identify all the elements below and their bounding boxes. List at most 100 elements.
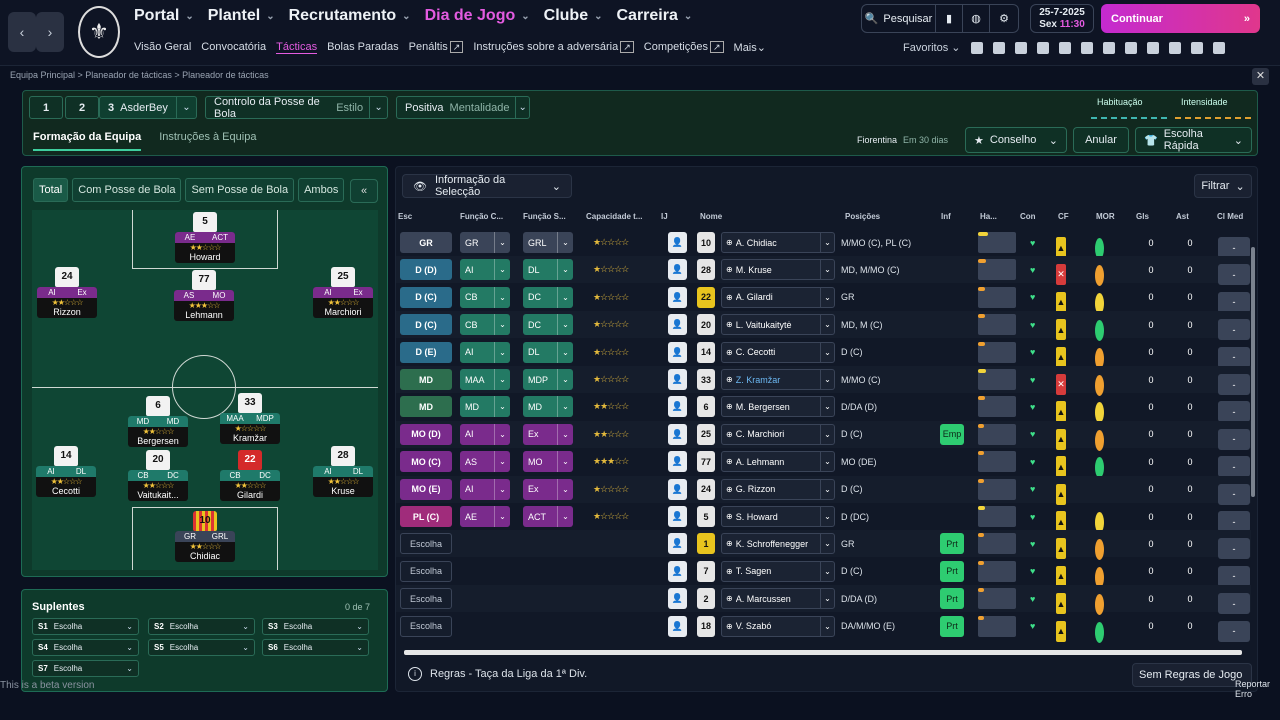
tab-formacao[interactable]: Formação da Equipa	[33, 131, 142, 151]
player-select[interactable]: ⊕ S. Howard ⌄	[721, 506, 835, 527]
player-profile-icon[interactable]: 👤	[668, 560, 687, 582]
player-profile-icon[interactable]: 👤	[668, 396, 687, 418]
position-slot-button[interactable]: PL (C)	[400, 506, 452, 527]
player-select[interactable]: ⊕ A. Lehmann ⌄	[721, 451, 835, 473]
info-badge[interactable]: Prt	[940, 588, 964, 610]
filter-button[interactable]: Filtrar ⌄	[1194, 174, 1252, 198]
player-profile-icon[interactable]: 👤	[668, 341, 687, 363]
duty-select[interactable]: DL ⌄	[523, 341, 573, 363]
player-select[interactable]: ⊕ G. Rizzon ⌄	[721, 478, 835, 500]
mentality-dropdown[interactable]: Positiva Mentalidade ⌄	[396, 96, 530, 119]
player-profile-icon[interactable]: 👤	[668, 615, 687, 637]
player-profile-icon[interactable]: 👤	[668, 588, 687, 610]
player-select[interactable]: ⊕ K. Schroffenegger ⌄	[721, 533, 835, 555]
position-slot-button[interactable]: Escolha	[400, 615, 452, 637]
position-slot-button[interactable]: D (C)	[400, 286, 452, 308]
favorites-dropdown[interactable]: Favoritos ⌄	[903, 42, 961, 54]
sync-icon[interactable]	[1102, 41, 1115, 54]
player-profile-icon[interactable]: 👤	[668, 451, 687, 473]
no-rules-button[interactable]: Sem Regras de Jogo	[1132, 663, 1252, 687]
player-profile-icon[interactable]: 👤	[668, 478, 687, 500]
tactic-slot-1[interactable]: 1	[29, 96, 63, 119]
gear-icon[interactable]: ⚙	[999, 13, 1009, 25]
subnav-bolas-paradas[interactable]: Bolas Paradas	[327, 41, 399, 53]
breadcrumb[interactable]: Equipa Principal > Planeador de tácticas…	[10, 70, 269, 80]
table-row[interactable]: D (C) CB ⌄ DC ⌄ ★☆☆☆☆ 👤 20 ⊕ L. Vaitukaitytė ⌄ MD, …	[396, 311, 1251, 342]
table-row[interactable]: MD MD ⌄ MD ⌄ ★★☆☆☆ 👤 6 ⊕ M. Bergersen ⌄ D/DA (D) ♥ ▲ 0…	[396, 393, 1251, 424]
tactic-slot-3[interactable]: 3 AsderBey ⌄	[99, 96, 197, 119]
tab-instrucoes[interactable]: Instruções à Equipa	[159, 131, 257, 143]
collapse-icon[interactable]: «	[350, 179, 378, 203]
role-select[interactable]: AI ⌄	[460, 478, 510, 500]
substitute-slot[interactable]: S6 Escolha ⌄	[262, 639, 369, 656]
table-row[interactable]: Escolha 👤 18 ⊕ V. Szabó ⌄ DA/M/MO (E) Prt ♥ ▲ 0 0 -	[396, 613, 1251, 643]
substitute-slot[interactable]: S2 Escolha ⌄	[148, 618, 255, 635]
substitute-slot[interactable]: S4 Escolha ⌄	[32, 639, 139, 656]
megaphone-icon[interactable]	[1168, 41, 1181, 54]
player-select[interactable]: ⊕ A. Gilardi ⌄	[721, 286, 835, 308]
selection-info-dropdown[interactable]: 👁 Informação da Selecção ⌄	[402, 174, 572, 198]
subnav-penaltis[interactable]: Penáltis ↗	[409, 41, 464, 54]
pitch-player[interactable]: 22 CB DC ★★☆☆☆ Gilardi	[220, 450, 280, 501]
tools-icon[interactable]	[1146, 41, 1159, 54]
player-select[interactable]: ⊕ A. Marcussen ⌄	[721, 588, 835, 610]
intensity-meter[interactable]: Intensidade	[1175, 97, 1251, 119]
date-display[interactable]: 25-7-2025 Sex 11:30	[1030, 4, 1094, 33]
player-profile-icon[interactable]: 👤	[668, 506, 687, 527]
familiarity-meter[interactable]: Habituação	[1091, 97, 1167, 119]
duty-select[interactable]: MD ⌄	[523, 396, 573, 418]
table-row[interactable]: MO (C) AS ⌄ MO ⌄ ★★★☆☆ 👤 77 ⊕ A. Lehmann ⌄ MO (DE) ♥…	[396, 448, 1251, 479]
info-badge[interactable]: Prt	[940, 533, 964, 555]
chat-icon[interactable]	[970, 41, 983, 54]
tab-sem-posse[interactable]: Sem Posse de Bola	[185, 178, 295, 202]
column-header[interactable]: Capacidade t...	[586, 212, 643, 221]
duty-select[interactable]: MO ⌄	[523, 451, 573, 473]
shirt-icon[interactable]	[992, 41, 1005, 54]
table-row[interactable]: MO (D) AI ⌄ Ex ⌄ ★★☆☆☆ 👤 25 ⊕ C. Marchiori ⌄ D (C) E…	[396, 420, 1251, 451]
column-header[interactable]: Inf	[941, 212, 951, 221]
column-header[interactable]: IJ	[661, 212, 668, 221]
role-select[interactable]: AI ⌄	[460, 423, 510, 445]
download-icon[interactable]	[1190, 41, 1203, 54]
table-row[interactable]: PL (C) AE ⌄ ACT ⌄ ★☆☆☆☆ 👤 5 ⊕ S. Howard ⌄ D (DC) ♥ ▲ 0…	[396, 503, 1251, 533]
player-select[interactable]: ⊕ T. Sagen ⌄	[721, 560, 835, 582]
column-header[interactable]: Ast	[1176, 212, 1189, 221]
pitch-player[interactable]: 6 MD MD ★★☆☆☆ Bergersen	[128, 396, 188, 447]
role-select[interactable]: MD ⌄	[460, 396, 510, 418]
role-select[interactable]: AI ⌄	[460, 259, 510, 281]
table-row[interactable]: D (E) AI ⌄ DL ⌄ ★☆☆☆☆ 👤 14 ⊕ C. Cecotti ⌄ D (C) ♥ ▲ 0 0…	[396, 339, 1251, 369]
column-header[interactable]: Posições	[845, 212, 881, 221]
position-slot-button[interactable]: MO (D)	[400, 423, 452, 445]
subnav-tacticas[interactable]: Tácticas	[276, 41, 318, 54]
substitute-slot[interactable]: S3 Escolha ⌄	[262, 618, 369, 635]
duty-select[interactable]: MDP ⌄	[523, 369, 573, 390]
player-profile-icon[interactable]: 👤	[668, 232, 687, 253]
player-select[interactable]: ⊕ C. Cecotti ⌄	[721, 341, 835, 363]
globe-icon[interactable]: ◍	[963, 5, 990, 32]
table-row[interactable]: GR GR ⌄ GRL ⌄ ★☆☆☆☆ 👤 10 ⊕ A. Chidiac ⌄ M/MO (C), P…	[396, 229, 1251, 259]
column-header[interactable]: Função C...	[460, 212, 504, 221]
forward-icon[interactable]: ›	[36, 12, 64, 52]
pitch-player[interactable]: 77 AS MO ★★★☆☆ Lehmann	[174, 270, 234, 321]
position-slot-button[interactable]: MD	[400, 396, 452, 418]
close-icon[interactable]: ✕	[1252, 68, 1269, 85]
player-profile-icon[interactable]: 👤	[668, 314, 687, 336]
subnav-mais[interactable]: Mais⌄	[733, 42, 766, 54]
inbox-icon[interactable]: ▮	[936, 5, 963, 32]
duty-select[interactable]: GRL ⌄	[523, 232, 573, 253]
duty-select[interactable]: Ex ⌄	[523, 423, 573, 445]
pitch-player[interactable]: 5 AE ACT ★★☆☆☆ Howard	[175, 212, 235, 263]
nav-recrutamento[interactable]: Recrutamento ⌄	[288, 7, 411, 24]
nav-clube[interactable]: Clube ⌄	[543, 7, 603, 24]
info-badge[interactable]: Emp	[940, 423, 964, 445]
nav-carreira[interactable]: Carreira ⌄	[616, 7, 693, 24]
player-select[interactable]: ⊕ Z. Kramžar ⌄	[721, 369, 835, 390]
substitute-slot[interactable]: S5 Escolha ⌄	[148, 639, 255, 656]
substitute-slot[interactable]: S1 Escolha ⌄	[32, 618, 139, 635]
duty-select[interactable]: DC ⌄	[523, 314, 573, 336]
player-select[interactable]: ⊕ M. Kruse ⌄	[721, 259, 835, 281]
tab-ambos[interactable]: Ambos	[298, 178, 345, 202]
subnav-convocatoria[interactable]: Convocatória	[201, 41, 267, 53]
pitch-player[interactable]: 20 CB DC ★★☆☆☆ Vaitukait...	[128, 450, 188, 501]
tactic-slot-2[interactable]: 2	[65, 96, 99, 119]
